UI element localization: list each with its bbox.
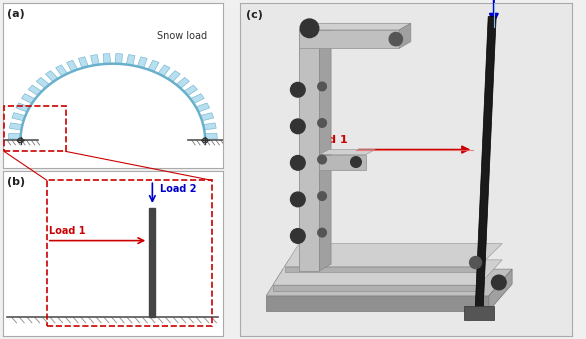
Circle shape	[291, 82, 305, 97]
Text: Load 1: Load 1	[306, 135, 347, 145]
Polygon shape	[56, 65, 67, 76]
Text: Load 2: Load 2	[160, 184, 196, 195]
Circle shape	[469, 257, 482, 268]
Text: Snow load: Snow load	[157, 31, 207, 41]
Polygon shape	[200, 113, 214, 121]
Circle shape	[291, 192, 305, 207]
Polygon shape	[67, 60, 78, 72]
Polygon shape	[12, 113, 25, 121]
Polygon shape	[149, 208, 155, 317]
Polygon shape	[205, 133, 217, 139]
Polygon shape	[158, 65, 170, 76]
Polygon shape	[489, 269, 512, 311]
Polygon shape	[79, 57, 88, 68]
Polygon shape	[319, 149, 375, 155]
Polygon shape	[46, 71, 58, 82]
Polygon shape	[203, 123, 216, 130]
Polygon shape	[399, 23, 411, 48]
Polygon shape	[299, 30, 319, 271]
Polygon shape	[266, 269, 512, 296]
Polygon shape	[299, 30, 399, 48]
Polygon shape	[36, 77, 49, 88]
Polygon shape	[28, 85, 42, 96]
Bar	[4, 106, 66, 151]
Polygon shape	[148, 60, 159, 72]
Polygon shape	[319, 155, 366, 170]
Polygon shape	[273, 285, 479, 291]
Polygon shape	[184, 85, 197, 96]
Polygon shape	[103, 54, 111, 64]
Polygon shape	[115, 54, 122, 64]
Polygon shape	[137, 57, 147, 68]
Circle shape	[318, 82, 326, 91]
Circle shape	[318, 155, 326, 164]
Circle shape	[318, 192, 326, 200]
Polygon shape	[475, 17, 496, 316]
Text: (a): (a)	[8, 9, 25, 19]
Polygon shape	[176, 77, 189, 88]
Polygon shape	[273, 260, 502, 285]
Polygon shape	[16, 103, 30, 112]
Polygon shape	[319, 23, 331, 271]
Polygon shape	[168, 71, 180, 82]
Polygon shape	[285, 244, 502, 266]
Polygon shape	[127, 55, 135, 65]
Circle shape	[318, 228, 326, 237]
Circle shape	[291, 119, 305, 134]
Circle shape	[389, 33, 403, 46]
Polygon shape	[9, 123, 22, 130]
Polygon shape	[285, 266, 479, 273]
Text: (b): (b)	[8, 177, 25, 187]
Text: Load 1: Load 1	[49, 225, 86, 236]
Polygon shape	[22, 94, 35, 103]
Circle shape	[291, 228, 305, 243]
Circle shape	[300, 19, 319, 38]
Circle shape	[492, 275, 506, 290]
Polygon shape	[464, 306, 494, 320]
Polygon shape	[8, 133, 21, 139]
Bar	[47, 180, 212, 326]
Circle shape	[291, 156, 305, 170]
Polygon shape	[299, 23, 411, 30]
Polygon shape	[196, 103, 210, 112]
Circle shape	[350, 157, 362, 167]
Polygon shape	[91, 55, 99, 65]
Text: (c): (c)	[246, 10, 263, 20]
Polygon shape	[266, 296, 489, 311]
Polygon shape	[190, 94, 204, 103]
Circle shape	[318, 119, 326, 127]
